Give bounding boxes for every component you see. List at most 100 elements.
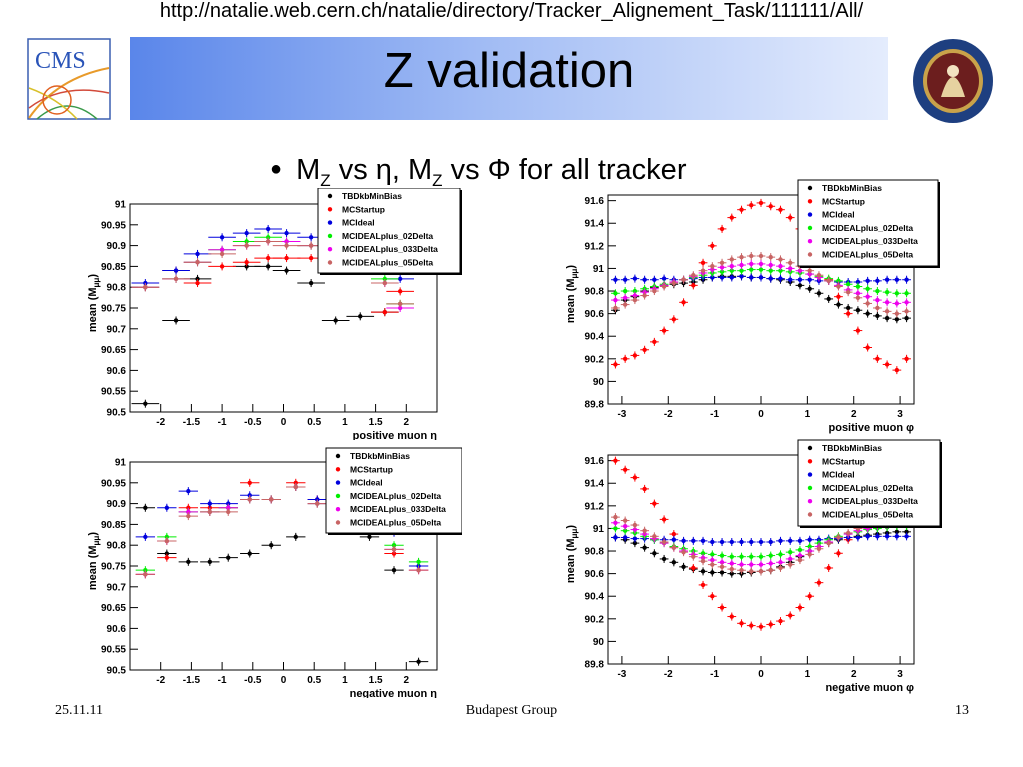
data-point xyxy=(681,549,686,555)
data-point xyxy=(855,291,861,296)
data-point xyxy=(186,509,191,515)
data-point xyxy=(729,215,734,220)
legend-label: MCIDEALplus_02Delta xyxy=(350,491,441,501)
data-point xyxy=(758,275,764,280)
data-point xyxy=(284,239,289,244)
footer-url[interactable]: http://natalie.web.cern.ch/natalie/direc… xyxy=(159,0,864,22)
legend-marker xyxy=(335,507,341,512)
x-tick-label: -2 xyxy=(664,409,673,420)
plot-phi-positive: 89.8 90 90.2 90.4 90.6 90.8 91 91.2 91.4 91.6 -3 -2… xyxy=(565,179,940,434)
x-tick-label: 0.5 xyxy=(307,417,321,428)
legend-marker xyxy=(807,485,813,491)
y-tick-label: 91 xyxy=(115,458,127,469)
data-point xyxy=(758,253,764,259)
data-point xyxy=(681,300,686,305)
data-point xyxy=(613,362,618,367)
data-point xyxy=(826,540,831,546)
data-point xyxy=(642,277,647,282)
data-point xyxy=(855,308,861,313)
y-tick-label: 90.4 xyxy=(585,332,605,343)
x-axis-label: positive muon η xyxy=(353,430,438,440)
data-point xyxy=(226,501,231,506)
data-point xyxy=(143,572,148,577)
legend-label: MCIDEALplus_033Delta xyxy=(822,496,918,506)
y-axis-label-close: ) xyxy=(565,265,577,269)
data-point xyxy=(865,286,870,291)
data-point xyxy=(797,605,803,610)
data-point xyxy=(219,235,225,240)
data-point xyxy=(739,274,744,279)
data-point xyxy=(391,567,397,573)
data-point xyxy=(719,553,725,558)
bullet-sub: Z xyxy=(320,170,331,190)
data-point xyxy=(308,235,314,240)
data-point xyxy=(729,539,734,545)
data-point xyxy=(416,563,421,569)
data-point xyxy=(632,297,638,303)
data-point xyxy=(700,558,706,564)
data-point xyxy=(284,255,289,261)
data-point xyxy=(661,328,667,333)
data-point xyxy=(265,239,271,244)
data-point xyxy=(797,557,803,563)
x-tick-label: 2 xyxy=(851,669,857,680)
data-point xyxy=(749,554,754,559)
y-tick-label: 90 xyxy=(593,637,605,648)
data-point xyxy=(807,537,812,542)
legend-marker xyxy=(335,453,341,459)
y-tick-label: 90.75 xyxy=(101,562,126,573)
data-point xyxy=(632,475,638,480)
data-point xyxy=(778,257,783,262)
legend-marker xyxy=(807,199,813,204)
data-point xyxy=(613,526,618,531)
x-tick-label: -0.5 xyxy=(244,417,262,428)
data-point xyxy=(855,328,861,333)
data-point xyxy=(749,569,754,574)
data-point xyxy=(265,235,271,240)
y-tick-label: 90.6 xyxy=(107,624,127,635)
legend-marker xyxy=(335,520,341,525)
cms-logo-icon: CMS xyxy=(27,38,111,120)
data-point xyxy=(671,545,677,550)
data-point xyxy=(807,286,812,291)
y-axis-label-close: ) xyxy=(87,532,99,536)
y-tick-label: 91.4 xyxy=(585,479,605,490)
data-point xyxy=(875,278,880,284)
cms-logo-text: CMS xyxy=(35,48,86,74)
data-point xyxy=(207,559,213,565)
x-axis-label: negative muon η xyxy=(350,688,438,698)
y-axis-label-main: mean (M xyxy=(565,538,577,583)
data-point xyxy=(143,505,148,510)
data-point xyxy=(143,285,148,290)
y-axis-label-close: ) xyxy=(565,525,577,529)
data-point xyxy=(247,480,252,485)
data-point xyxy=(816,291,822,296)
data-point xyxy=(875,534,880,539)
data-point xyxy=(315,501,320,506)
data-point xyxy=(865,294,870,299)
data-point xyxy=(816,273,822,278)
data-point xyxy=(875,313,880,319)
legend-marker xyxy=(327,260,333,265)
data-point xyxy=(807,544,812,549)
legend-box xyxy=(797,179,939,267)
data-point xyxy=(358,314,363,319)
data-point xyxy=(884,289,890,295)
bullet-dot-icon: ● xyxy=(270,158,283,180)
x-tick-label: -0.5 xyxy=(244,675,262,686)
y-tick-label: 90.6 xyxy=(107,366,127,377)
data-point xyxy=(219,264,225,269)
data-point xyxy=(904,291,909,296)
data-point xyxy=(865,534,870,539)
data-point xyxy=(749,562,754,567)
data-point xyxy=(710,275,715,280)
data-point xyxy=(700,538,706,544)
data-point xyxy=(719,269,725,275)
y-axis-label: mean (Mμμ) xyxy=(87,274,101,332)
data-point xyxy=(710,539,715,545)
x-tick-label: 2 xyxy=(404,675,410,686)
footer-page-number: 13 xyxy=(955,703,969,718)
x-tick-label: 0 xyxy=(281,417,287,428)
data-point xyxy=(632,522,638,528)
data-point xyxy=(729,275,734,280)
